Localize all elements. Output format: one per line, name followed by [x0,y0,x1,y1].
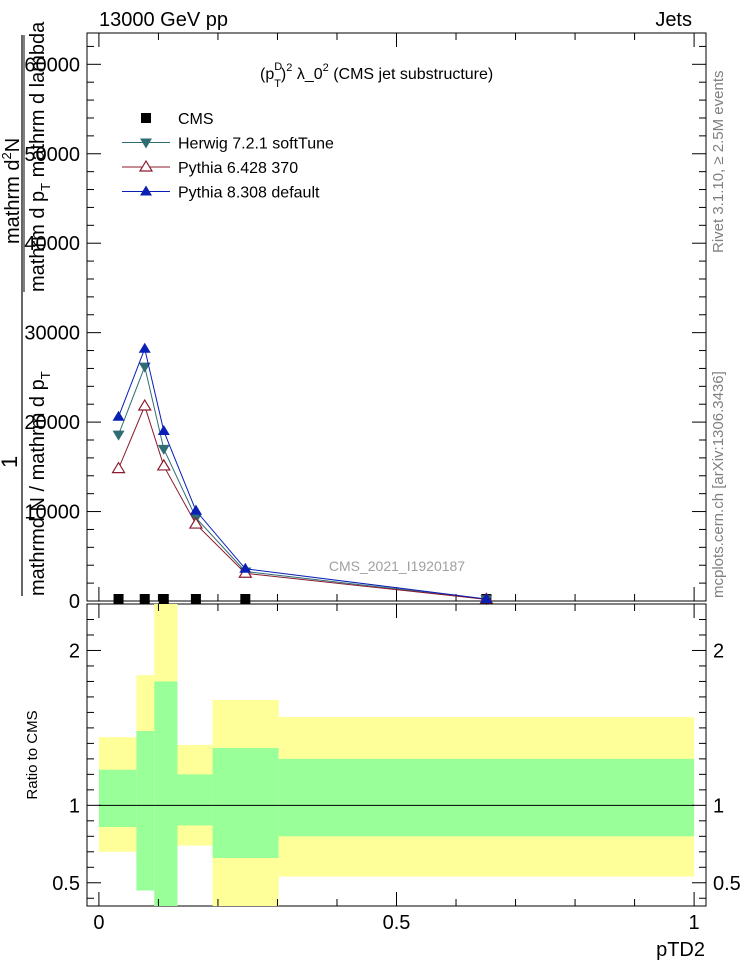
ratio-y-tick-label: 2 [69,640,80,662]
ratio-inner-band [278,758,695,837]
series-pythia-8-308-default-line [118,347,487,600]
legend-herwig-7-2-1-softtune-label: Herwig 7.2.1 softTune [178,136,334,153]
header-right: Jets [655,9,692,31]
ratio-y-tick-label-right: 1 [713,795,724,817]
series-pythia-8-308-default-point [112,410,125,421]
series-cms-point [240,594,251,604]
series-pythia-8-308-default-point [189,504,202,515]
ratio-inner-band [98,769,137,828]
y-tick-label: 20000 [24,412,80,434]
series-pythia-8-308-default-point [480,593,493,604]
rivet-label: Rivet 3.1.10, ≥ 2.5M events [710,71,727,254]
legend-pythia-6-428-370-marker [138,159,154,172]
x-tick-label: 1 [689,912,700,934]
series-cms-point [158,594,169,604]
x-axis-label: pTD2 [656,939,705,961]
x-tick-label: 0.5 [383,912,411,934]
ratio-inner-band [154,681,178,906]
analysis-watermark: CMS_2021_I1920187 [329,558,465,574]
ratio-inner-band [177,774,213,826]
ratio-inner-band [136,730,155,891]
ratio-y-tick-label-right: 0.5 [713,873,741,895]
main-y-label: 1 mathrmd N / mathrm d pT mathrm d2N mat… [0,21,53,596]
ylabel-numerator-top: mathrm d2N [0,138,24,244]
series-herwig-7-2-1-softtune-point [157,444,170,455]
mcplots-label: mcplots.cern.ch [arXiv:1306.3436] [710,371,727,598]
ratio-inner-band [212,748,279,858]
series-pythia-6-428-370-point [137,398,152,411]
y-tick-label: 10000 [24,502,80,524]
y-tick-label: 30000 [24,323,80,345]
legend-cms-marker [141,113,151,123]
y-tick-label: 0 [69,591,80,613]
series-cms-point [190,594,201,604]
series-pythia-6-428-370-point [156,458,171,471]
series-pythia-8-308-default-point [239,562,252,573]
legend-pythia-6-428-370-label: Pythia 6.428 370 [178,160,298,177]
ratio-y-label: Ratio to CMS [24,710,41,799]
series-cms-point [113,594,124,604]
series-cms-point [139,594,150,604]
series-pythia-8-308-default-point [157,425,170,436]
y-tick-label: 60000 [24,54,80,76]
legend-pythia-8-308-default-marker [140,185,152,196]
ratio-y-tick-label-right: 2 [713,640,724,662]
legend-pythia-8-308-default-label: Pythia 8.308 default [178,185,320,202]
series-pythia-6-428-370-point [111,461,126,474]
ylabel-numerator-bottom: mathrm d pT mathrm d lambda [27,21,53,292]
header-left: 13000 GeV pp [99,9,228,31]
legend-cms-label: CMS [178,111,214,128]
legend-herwig-7-2-1-softtune-marker [140,138,152,149]
series-pythia-6-428-370-point [188,516,203,529]
y-tick-label: 40000 [24,233,80,255]
ylabel-one: 1 [0,456,22,468]
y-tick-label: 50000 [24,144,80,166]
ratio-y-tick-label: 0.5 [52,873,80,895]
ylabel-denominator: mathrmd N / mathrm d pT [27,371,53,596]
series-herwig-7-2-1-softtune-point [138,362,151,373]
series-herwig-7-2-1-softtune-line [118,364,487,600]
series-pythia-8-308-default-point [138,342,151,353]
series-pythia-6-428-370-line [118,404,487,600]
series-herwig-7-2-1-softtune-point [112,430,125,441]
x-tick-label: 0 [93,912,104,934]
main-title: (pD T)2 λ_02 (CMS jet substructure) [260,61,493,90]
ratio-y-tick-label: 1 [69,795,80,817]
